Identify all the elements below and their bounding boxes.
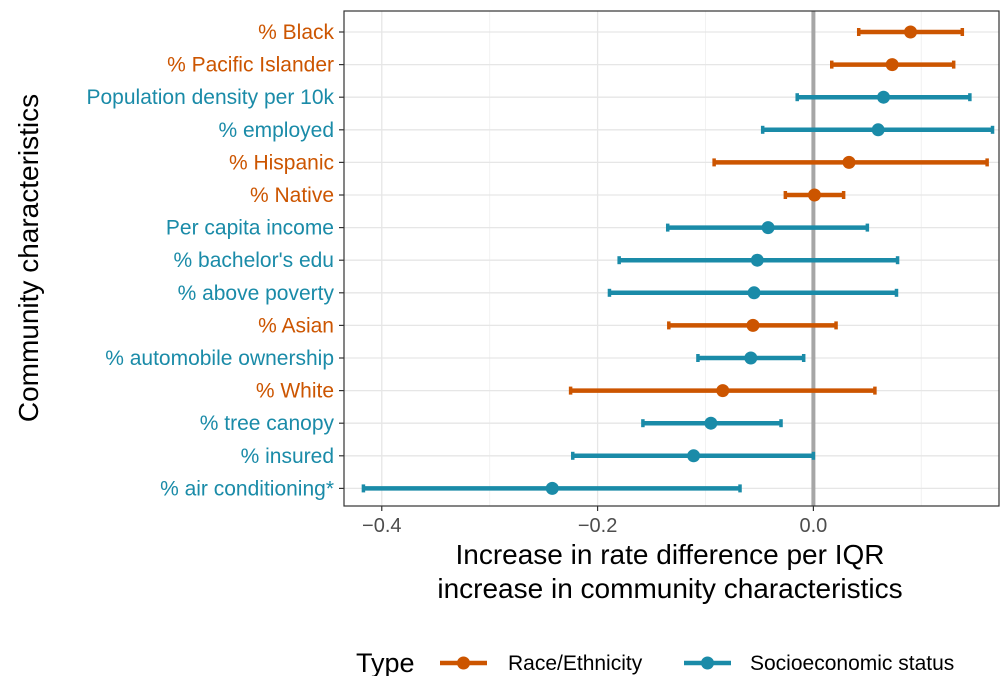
y-tick-label: % White	[256, 380, 334, 403]
point-estimate	[877, 90, 891, 104]
x-tick-label: −0.2	[578, 515, 617, 537]
y-tick-label: % Hispanic	[229, 151, 334, 174]
point-estimate	[761, 221, 775, 235]
y-tick-label: % air conditioning*	[160, 477, 334, 500]
y-tick-label: Population density per 10k	[87, 86, 335, 109]
point-estimate	[746, 318, 760, 332]
y-tick-labels: % Black % Pacific Islander Population dens…	[87, 21, 344, 500]
row-marks	[641, 416, 783, 430]
y-tick-label: % insured	[241, 445, 334, 468]
y-tick-label: % automobile ownership	[105, 347, 334, 370]
legend: Type Race/Ethnicity Socioeconomic status	[356, 648, 954, 676]
legend-key-point	[701, 656, 714, 670]
point-estimate	[704, 416, 718, 430]
row-marks	[667, 318, 838, 332]
point-estimate	[747, 286, 761, 300]
legend-title: Type	[356, 648, 415, 676]
row-marks	[856, 25, 965, 39]
point-estimate	[885, 58, 899, 72]
row-marks	[665, 221, 870, 235]
row-marks	[571, 449, 816, 463]
x-axis-title-line2: increase in community characteristics	[437, 573, 902, 604]
y-tick-label: % above poverty	[178, 282, 335, 305]
row-marks	[760, 123, 995, 137]
point-estimate	[744, 351, 758, 365]
point-estimate	[687, 449, 701, 463]
legend-key-point	[457, 656, 470, 670]
y-tick-label: % Pacific Islander	[167, 54, 334, 77]
legend-item: Socioeconomic status	[684, 652, 954, 675]
point-estimate	[871, 123, 885, 137]
point-estimate	[807, 188, 821, 202]
y-tick-label: % Native	[250, 184, 334, 207]
row-marks	[607, 286, 899, 300]
x-tick-label: 0.0	[799, 515, 827, 537]
y-tick-label: Per capita income	[166, 217, 334, 240]
point-estimate	[842, 155, 856, 169]
panel-border	[343, 10, 1000, 507]
point-estimate	[904, 25, 918, 39]
y-tick-label: % employed	[218, 119, 334, 142]
row-marks	[795, 90, 972, 104]
point-estimate	[545, 481, 559, 495]
y-axis-title: Community characteristics	[13, 94, 44, 422]
row-marks	[696, 351, 806, 365]
point-estimate	[750, 253, 764, 267]
y-tick-label: % bachelor's edu	[174, 249, 334, 272]
y-tick-label: % tree canopy	[200, 412, 335, 435]
x-axis: −0.4 −0.2 0.0	[362, 506, 827, 537]
y-tick-label: % Black	[258, 21, 334, 44]
x-axis-title-line1: Increase in rate difference per IQR	[455, 539, 884, 570]
point-estimate	[716, 384, 730, 398]
row-marks	[712, 155, 989, 169]
row-marks	[829, 58, 956, 72]
row-marks	[568, 384, 877, 398]
interval-marks	[361, 25, 995, 495]
legend-label: Race/Ethnicity	[508, 652, 643, 675]
legend-item: Race/Ethnicity	[440, 652, 643, 675]
y-tick-label: % Asian	[258, 314, 334, 337]
x-tick-label: −0.4	[362, 515, 401, 537]
legend-label: Socioeconomic status	[750, 652, 954, 675]
row-marks	[361, 481, 742, 495]
row-marks	[783, 188, 846, 202]
row-marks	[617, 253, 900, 267]
